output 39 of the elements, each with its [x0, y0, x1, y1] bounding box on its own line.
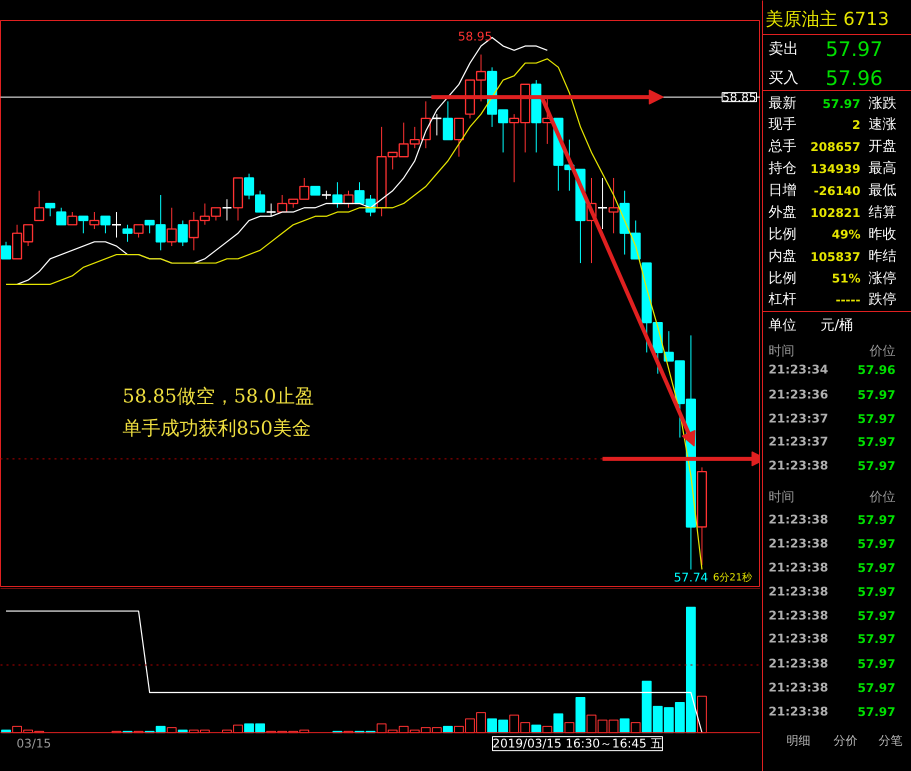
text: 21:23:38 57.97: [768, 458, 896, 473]
text: 现手 2 速涨: [768, 116, 896, 132]
text: 最新 57.97 涨跌: [768, 96, 896, 112]
text: 21:23:38 57.97: [768, 608, 896, 623]
text: 内盘 105837 昨结: [768, 248, 896, 264]
text: 21:23:38 57.97: [768, 560, 896, 575]
text: 21:23:38 57.97: [768, 656, 896, 671]
text: 总手 208657 开盘: [768, 138, 896, 154]
text: 卖出 57.97: [768, 37, 883, 61]
text: 外盘 102821 结算: [768, 204, 896, 220]
text: 21:23:37 57.97: [768, 434, 896, 449]
annotation: 58.85做空，58.0止盈: [122, 386, 314, 408]
text: 21:23:38 57.97: [768, 680, 896, 695]
text: 21:23:38 57.97: [768, 512, 896, 527]
text: 21:23:38 57.97: [768, 632, 896, 646]
text: 03/15: [16, 736, 52, 751]
annotation: 57.74: [674, 570, 708, 584]
annotation: 58.95: [458, 30, 492, 44]
text: 买入 57.96: [768, 66, 883, 90]
text: 持仓 134939 最高: [768, 160, 896, 176]
text: 21:23:38 57.97: [768, 584, 896, 599]
text: 比例 49% 昨收: [768, 226, 896, 242]
text: 杠杆 ----- 跌停: [768, 292, 896, 308]
text: 时间 价位: [768, 344, 896, 359]
annotation: 单手成功获利850美金: [122, 418, 311, 440]
text: 日增 -26140 最低: [768, 182, 896, 198]
text: 2019/03/15 16:30～16:45 五: [492, 736, 662, 751]
text: 21:23:36 57.97: [768, 388, 896, 402]
text: 比例 51% 涨停: [768, 270, 896, 286]
text: 6分21秒: [713, 571, 752, 584]
text: 明细 分价 分笔: [786, 734, 902, 748]
text: 21:23:38 57.97: [768, 704, 896, 719]
text: 时间 价位: [768, 490, 896, 505]
text: 美原油主 6713: [766, 9, 890, 30]
ref-line-label: 58.85: [722, 90, 757, 105]
text: 单位 元/桶: [768, 318, 854, 334]
text: 21:23:38 57.97: [768, 536, 896, 551]
text: 21:23:37 57.97: [768, 412, 896, 426]
text: 21:23:34 57.96: [768, 362, 896, 377]
